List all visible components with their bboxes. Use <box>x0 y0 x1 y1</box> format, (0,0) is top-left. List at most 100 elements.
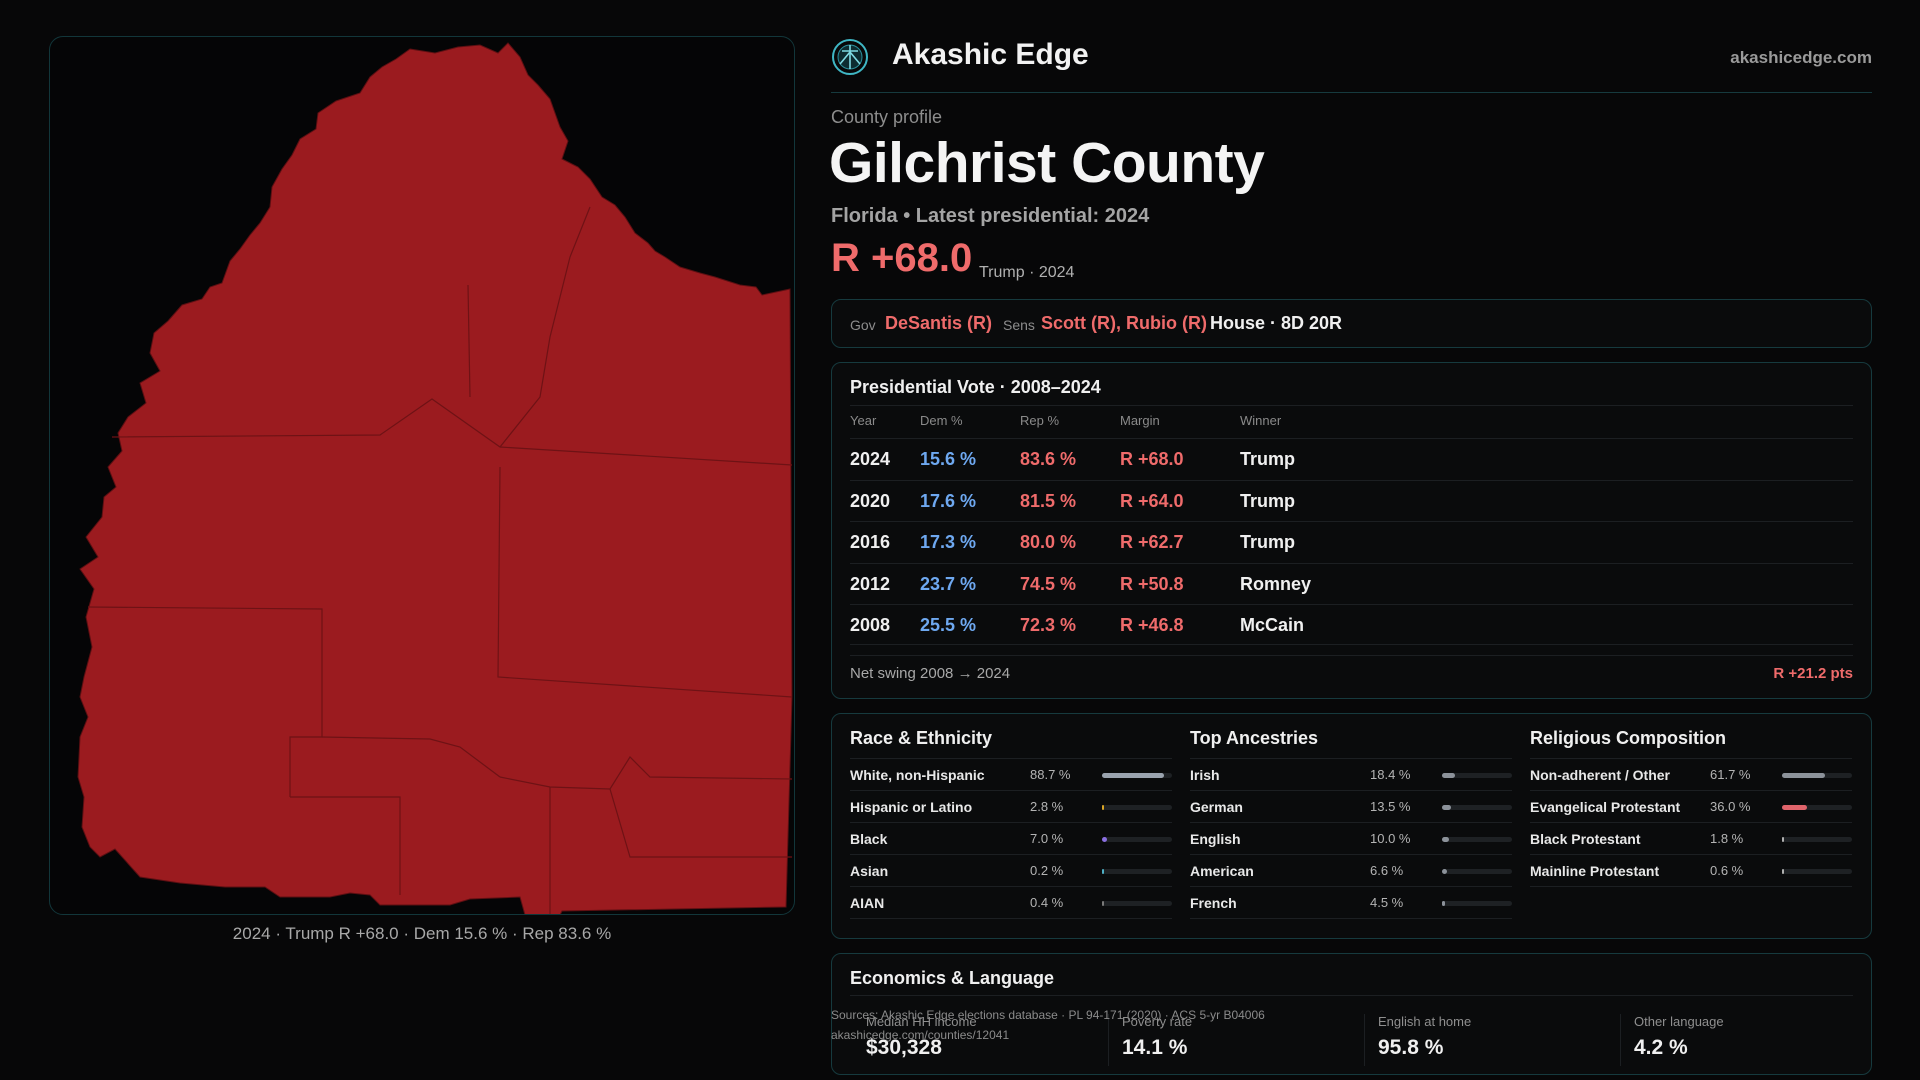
table-row[interactable]: 2024 15.6 % 83.6 % R +68.0 Trump <box>850 438 1853 479</box>
economics-title: Economics & Language <box>850 968 1055 988</box>
item-percent: 0.2 % <box>1030 863 1064 878</box>
source-url-link[interactable]: akashicedge.com/counties/12041 <box>831 1028 1010 1042</box>
stat-label: Other language <box>1634 1014 1724 1029</box>
item-percent: 13.5 % <box>1370 799 1411 814</box>
item-percent: 36.0 % <box>1710 799 1751 814</box>
presidential-vote-card: Presidential Vote · 2008–2024 Year Dem %… <box>831 362 1872 699</box>
item-percent: 61.7 % <box>1710 767 1751 782</box>
item-bar-fill <box>1442 773 1455 778</box>
item-name: White, non-Hispanic <box>850 767 985 783</box>
item-bar-track <box>1102 837 1172 842</box>
item-name: Asian <box>850 863 889 879</box>
list-item[interactable]: English 10.0 % <box>1190 823 1512 855</box>
winner-cell: Trump <box>1240 491 1296 511</box>
item-bar-fill <box>1782 773 1826 778</box>
divider <box>850 655 1853 656</box>
list-item[interactable]: German 13.5 % <box>1190 791 1512 823</box>
county-map-panel <box>49 36 795 915</box>
headline-margin: R +68.0 <box>831 236 973 280</box>
item-bar-fill <box>1442 805 1452 810</box>
table-row[interactable]: 2016 17.3 % 80.0 % R +62.7 Trump <box>850 521 1853 562</box>
item-name: Mainline Protestant <box>1530 863 1660 879</box>
list-item[interactable]: American 6.6 % <box>1190 855 1512 887</box>
rep-cell: 74.5 % <box>1020 574 1077 594</box>
divider <box>1364 1014 1365 1066</box>
table-row[interactable]: 2012 23.7 % 74.5 % R +50.8 Romney <box>850 563 1853 604</box>
item-name: German <box>1190 799 1243 815</box>
list-item[interactable]: Evangelical Protestant 36.0 % <box>1530 791 1852 823</box>
divider <box>850 758 1172 759</box>
county-map[interactable] <box>50 37 795 915</box>
item-percent: 2.8 % <box>1030 799 1064 814</box>
item-bar-track <box>1442 869 1512 874</box>
table-row[interactable]: 2020 17.6 % 81.5 % R +64.0 Trump <box>850 480 1853 521</box>
item-bar-track <box>1442 805 1512 810</box>
rep-cell: 80.0 % <box>1020 532 1077 552</box>
senators-value: Scott (R), Rubio (R) <box>1041 313 1207 333</box>
year-cell: 2016 <box>850 532 891 552</box>
list-item[interactable]: AIAN 0.4 % <box>850 887 1172 919</box>
col-header-dem: Dem % <box>920 413 963 428</box>
winner-cell: Romney <box>1240 574 1312 594</box>
brand-header: Akashic Edge akashicedge.com <box>831 36 1872 93</box>
year-cell: 2008 <box>850 615 891 635</box>
religion-title: Religious Composition <box>1530 728 1726 748</box>
list-item[interactable]: Irish 18.4 % <box>1190 759 1512 791</box>
stat-label: English at home <box>1378 1014 1472 1029</box>
divider <box>1530 758 1852 759</box>
margin-cell: R +64.0 <box>1120 491 1184 511</box>
item-bar-fill <box>1102 837 1107 842</box>
year-cell: 2020 <box>850 491 891 511</box>
item-bar-track <box>1782 869 1852 874</box>
item-bar-fill <box>1782 837 1784 842</box>
list-item[interactable]: Black Protestant 1.8 % <box>1530 823 1852 855</box>
race-title: Race & Ethnicity <box>850 728 993 748</box>
list-item[interactable]: Non-adherent / Other 61.7 % <box>1530 759 1852 791</box>
dem-cell: 17.3 % <box>920 532 977 552</box>
stat-value: 4.2 % <box>1634 1036 1688 1059</box>
race-ethnicity-section: Race & Ethnicity White, non-Hispanic 88.7… <box>850 714 1172 940</box>
net-swing-label: Net swing 2008 → 2024 <box>850 665 1011 682</box>
stat-value: 14.1 % <box>1122 1036 1188 1059</box>
governor-value: DeSantis (R) <box>885 313 993 333</box>
col-header-year: Year <box>850 413 877 428</box>
winner-cell: Trump <box>1240 532 1296 552</box>
list-item[interactable]: Black 7.0 % <box>850 823 1172 855</box>
list-item[interactable]: Mainline Protestant 0.6 % <box>1530 855 1852 887</box>
brand-url-link[interactable]: akashicedge.com <box>1730 48 1872 67</box>
list-item[interactable]: Hispanic or Latino 2.8 % <box>850 791 1172 823</box>
list-item[interactable]: French 4.5 % <box>1190 887 1512 919</box>
dem-cell: 17.6 % <box>920 491 977 511</box>
item-bar-track <box>1442 837 1512 842</box>
demographics-card: Race & Ethnicity White, non-Hispanic 88.7… <box>831 713 1872 939</box>
item-name: English <box>1190 831 1241 847</box>
year-cell: 2024 <box>850 449 891 469</box>
stat-label: Poverty rate <box>1122 1014 1193 1029</box>
col-header-rep: Rep % <box>1020 413 1060 428</box>
table-row[interactable]: 2008 25.5 % 72.3 % R +46.8 McCain <box>850 604 1853 645</box>
item-name: Non-adherent / Other <box>1530 767 1671 783</box>
list-item[interactable]: White, non-Hispanic 88.7 % <box>850 759 1172 791</box>
item-percent: 18.4 % <box>1370 767 1411 782</box>
item-percent: 88.7 % <box>1030 767 1071 782</box>
item-percent: 1.8 % <box>1710 831 1744 846</box>
stat-label: Median HH income <box>866 1014 977 1029</box>
stat-value: $30,328 <box>866 1036 942 1059</box>
item-bar-fill <box>1102 869 1104 874</box>
item-bar-track <box>1102 869 1172 874</box>
item-percent: 10.0 % <box>1370 831 1411 846</box>
item-bar-fill <box>1102 773 1165 778</box>
margin-cell: R +50.8 <box>1120 574 1184 594</box>
item-percent: 0.4 % <box>1030 895 1064 910</box>
list-item[interactable]: Asian 0.2 % <box>850 855 1172 887</box>
item-bar-track <box>1102 901 1172 906</box>
stat-value: 95.8 % <box>1378 1036 1444 1059</box>
brand-name[interactable]: Akashic Edge <box>892 38 1089 71</box>
rep-cell: 72.3 % <box>1020 615 1077 635</box>
item-name: Black Protestant <box>1530 831 1641 847</box>
item-bar-track <box>1442 901 1512 906</box>
col-header-margin: Margin <box>1120 413 1160 428</box>
divider <box>850 405 1853 406</box>
akashic-edge-logo-icon[interactable] <box>831 38 869 76</box>
county-shape[interactable] <box>77 42 793 915</box>
